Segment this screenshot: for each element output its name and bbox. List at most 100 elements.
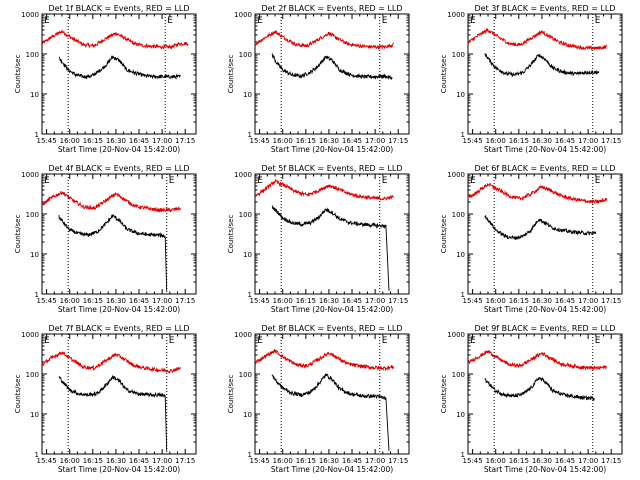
x-tick-label: 16:30: [319, 297, 339, 305]
y-tick-label: 10: [456, 411, 465, 419]
x-axis-label: Start Time (20-Nov-04 15:42:00): [58, 305, 180, 314]
x-tick-label: 16:00: [60, 297, 80, 305]
e-marker: E: [257, 16, 263, 26]
x-tick-label: 17:00: [365, 137, 385, 145]
events-series-line: [271, 52, 393, 80]
y-tick-label: 1: [248, 291, 252, 299]
x-tick-label: 17:00: [365, 297, 385, 305]
x-tick-label: 16:00: [486, 457, 506, 465]
e-marker: E: [382, 176, 388, 186]
e-marker: E: [257, 336, 263, 346]
e-marker: E: [169, 336, 175, 346]
panel-title: Det 2f BLACK = Events, RED = LLD: [261, 4, 402, 13]
y-tick-label: 100: [239, 51, 252, 59]
x-tick-label: 16:30: [319, 137, 339, 145]
x-axis-label: Start Time (20-Nov-04 15:42:00): [484, 145, 606, 154]
lld-series-line: [41, 28, 189, 50]
e-marker: E: [470, 16, 476, 26]
y-tick-label: 100: [26, 51, 39, 59]
x-tick-label: 16:00: [273, 457, 293, 465]
y-tick-label: 100: [452, 371, 465, 379]
lld-series-line: [467, 182, 608, 205]
x-tick-label: 16:45: [342, 297, 362, 305]
events-series-line: [484, 215, 597, 241]
x-tick-label: 15:45: [37, 457, 57, 465]
lld-series-line: [467, 27, 608, 51]
x-tick-label: 16:45: [555, 137, 575, 145]
x-tick-label: 16:30: [532, 137, 552, 145]
y-tick-label: 1000: [21, 11, 39, 19]
x-tick-label: 16:00: [60, 137, 80, 145]
x-tick-label: 16:15: [509, 457, 529, 465]
x-tick-label: 17:00: [152, 297, 172, 305]
x-tick-label: 15:45: [463, 137, 483, 145]
events-series-line: [271, 372, 390, 451]
x-tick-label: 16:15: [509, 137, 529, 145]
x-tick-label: 16:30: [106, 457, 126, 465]
events-series-line: [58, 55, 181, 81]
y-tick-label: 1000: [21, 171, 39, 179]
y-axis-label: Counts/sec: [227, 215, 235, 254]
events-series-line: [58, 213, 168, 291]
e-marker: E: [44, 336, 50, 346]
x-tick-label: 16:00: [273, 137, 293, 145]
lld-series-line: [254, 349, 395, 372]
x-tick-label: 16:15: [296, 297, 316, 305]
plot-frame: [41, 173, 197, 295]
x-tick-label: 17:15: [601, 297, 621, 305]
x-tick-label: 15:45: [250, 297, 270, 305]
panel-det-7: Det 7f BLACK = Events, RED = LLD 1 10 100 10…: [14, 324, 197, 474]
panel-det-5: Det 5f BLACK = Events, RED = LLD 1 10 100 10…: [227, 164, 410, 314]
x-axis-label: Start Time (20-Nov-04 15:42:00): [58, 145, 180, 154]
panel-det-2: Det 2f BLACK = Events, RED = LLD 1 10 100 10…: [227, 4, 410, 154]
y-axis-label: Counts/sec: [440, 215, 448, 254]
x-axis-label: Start Time (20-Nov-04 15:42:00): [484, 305, 606, 314]
plot-frame: [254, 333, 410, 455]
x-tick-label: 16:30: [106, 297, 126, 305]
y-tick-label: 10: [456, 91, 465, 99]
x-axis-label: Start Time (20-Nov-04 15:42:00): [271, 305, 393, 314]
panel-title: Det 1f BLACK = Events, RED = LLD: [48, 4, 189, 13]
e-marker: E: [169, 176, 175, 186]
panel-title: Det 4f BLACK = Events, RED = LLD: [48, 164, 189, 173]
x-tick-label: 16:15: [83, 137, 103, 145]
events-series-line: [271, 205, 390, 291]
x-tick-label: 16:00: [486, 297, 506, 305]
x-tick-label: 17:00: [152, 457, 172, 465]
x-tick-label: 16:45: [555, 297, 575, 305]
x-axis-label: Start Time (20-Nov-04 15:42:00): [271, 465, 393, 474]
e-marker: E: [167, 16, 173, 26]
y-tick-label: 1: [461, 451, 465, 459]
x-tick-label: 16:45: [129, 457, 149, 465]
panel-det-3: Det 3f BLACK = Events, RED = LLD 1 10 100 10…: [440, 4, 623, 154]
x-tick-label: 15:45: [37, 297, 57, 305]
x-tick-label: 16:15: [83, 297, 103, 305]
x-tick-label: 15:45: [463, 297, 483, 305]
y-axis-label: Counts/sec: [440, 55, 448, 94]
panel-det-9: Det 9f BLACK = Events, RED = LLD 1 10 100 10…: [440, 324, 623, 474]
e-marker: E: [470, 336, 476, 346]
panel-title: Det 3f BLACK = Events, RED = LLD: [474, 4, 615, 13]
x-tick-label: 16:30: [532, 297, 552, 305]
y-tick-label: 1: [461, 291, 465, 299]
x-tick-label: 17:15: [388, 137, 408, 145]
y-tick-label: 1000: [234, 331, 252, 339]
y-tick-label: 10: [243, 251, 252, 259]
x-axis-label: Start Time (20-Nov-04 15:42:00): [484, 465, 606, 474]
y-tick-label: 1000: [21, 331, 39, 339]
y-tick-label: 100: [26, 371, 39, 379]
x-tick-label: 16:00: [60, 457, 80, 465]
e-marker: E: [257, 176, 263, 186]
plot-frame: [41, 13, 197, 135]
x-tick-label: 17:15: [175, 137, 195, 145]
x-tick-label: 17:00: [578, 297, 598, 305]
y-tick-label: 10: [30, 411, 39, 419]
panel-title: Det 5f BLACK = Events, RED = LLD: [261, 164, 402, 173]
panel-title: Det 7f BLACK = Events, RED = LLD: [48, 324, 189, 333]
x-tick-label: 16:45: [129, 137, 149, 145]
panel-title: Det 8f BLACK = Events, RED = LLD: [261, 324, 402, 333]
y-tick-label: 100: [239, 211, 252, 219]
e-marker: E: [382, 16, 388, 26]
x-tick-label: 17:00: [578, 137, 598, 145]
